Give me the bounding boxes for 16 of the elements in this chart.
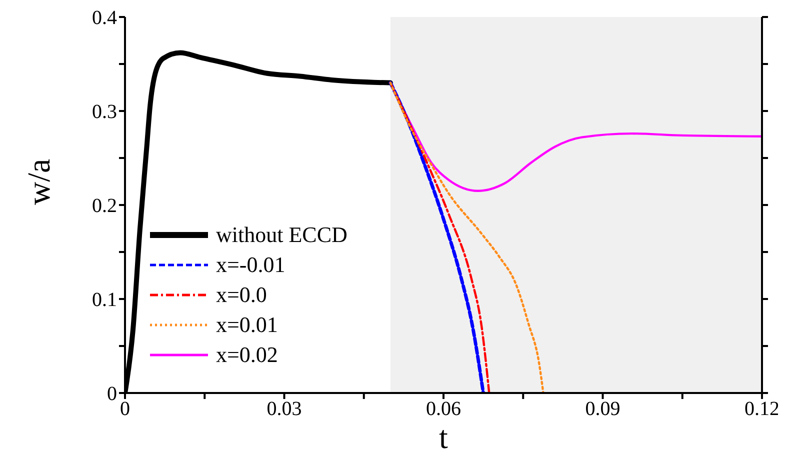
- x-tick-label: 0.09: [585, 398, 620, 420]
- y-tick-label: 0.1: [92, 289, 117, 312]
- y-axis-title: w/a: [20, 158, 56, 205]
- y-tick-label: 0.4: [92, 7, 117, 30]
- legend-label: without ECCD: [216, 222, 348, 248]
- legend-label: x=0.0: [216, 282, 267, 308]
- y-tick-label: 0.2: [92, 195, 117, 218]
- legend-label: x=0.02: [216, 342, 278, 368]
- x-tick-label: 0.06: [426, 398, 461, 420]
- x-axis-title: t: [439, 419, 448, 455]
- legend-label: x=-0.01: [216, 252, 286, 278]
- legend-label: x=0.01: [216, 312, 278, 338]
- line-series: [389, 82, 544, 393]
- x-tick-label: 0.03: [266, 398, 302, 420]
- y-tick-label: 0: [107, 383, 117, 406]
- y-tick-label: 0.3: [92, 101, 117, 124]
